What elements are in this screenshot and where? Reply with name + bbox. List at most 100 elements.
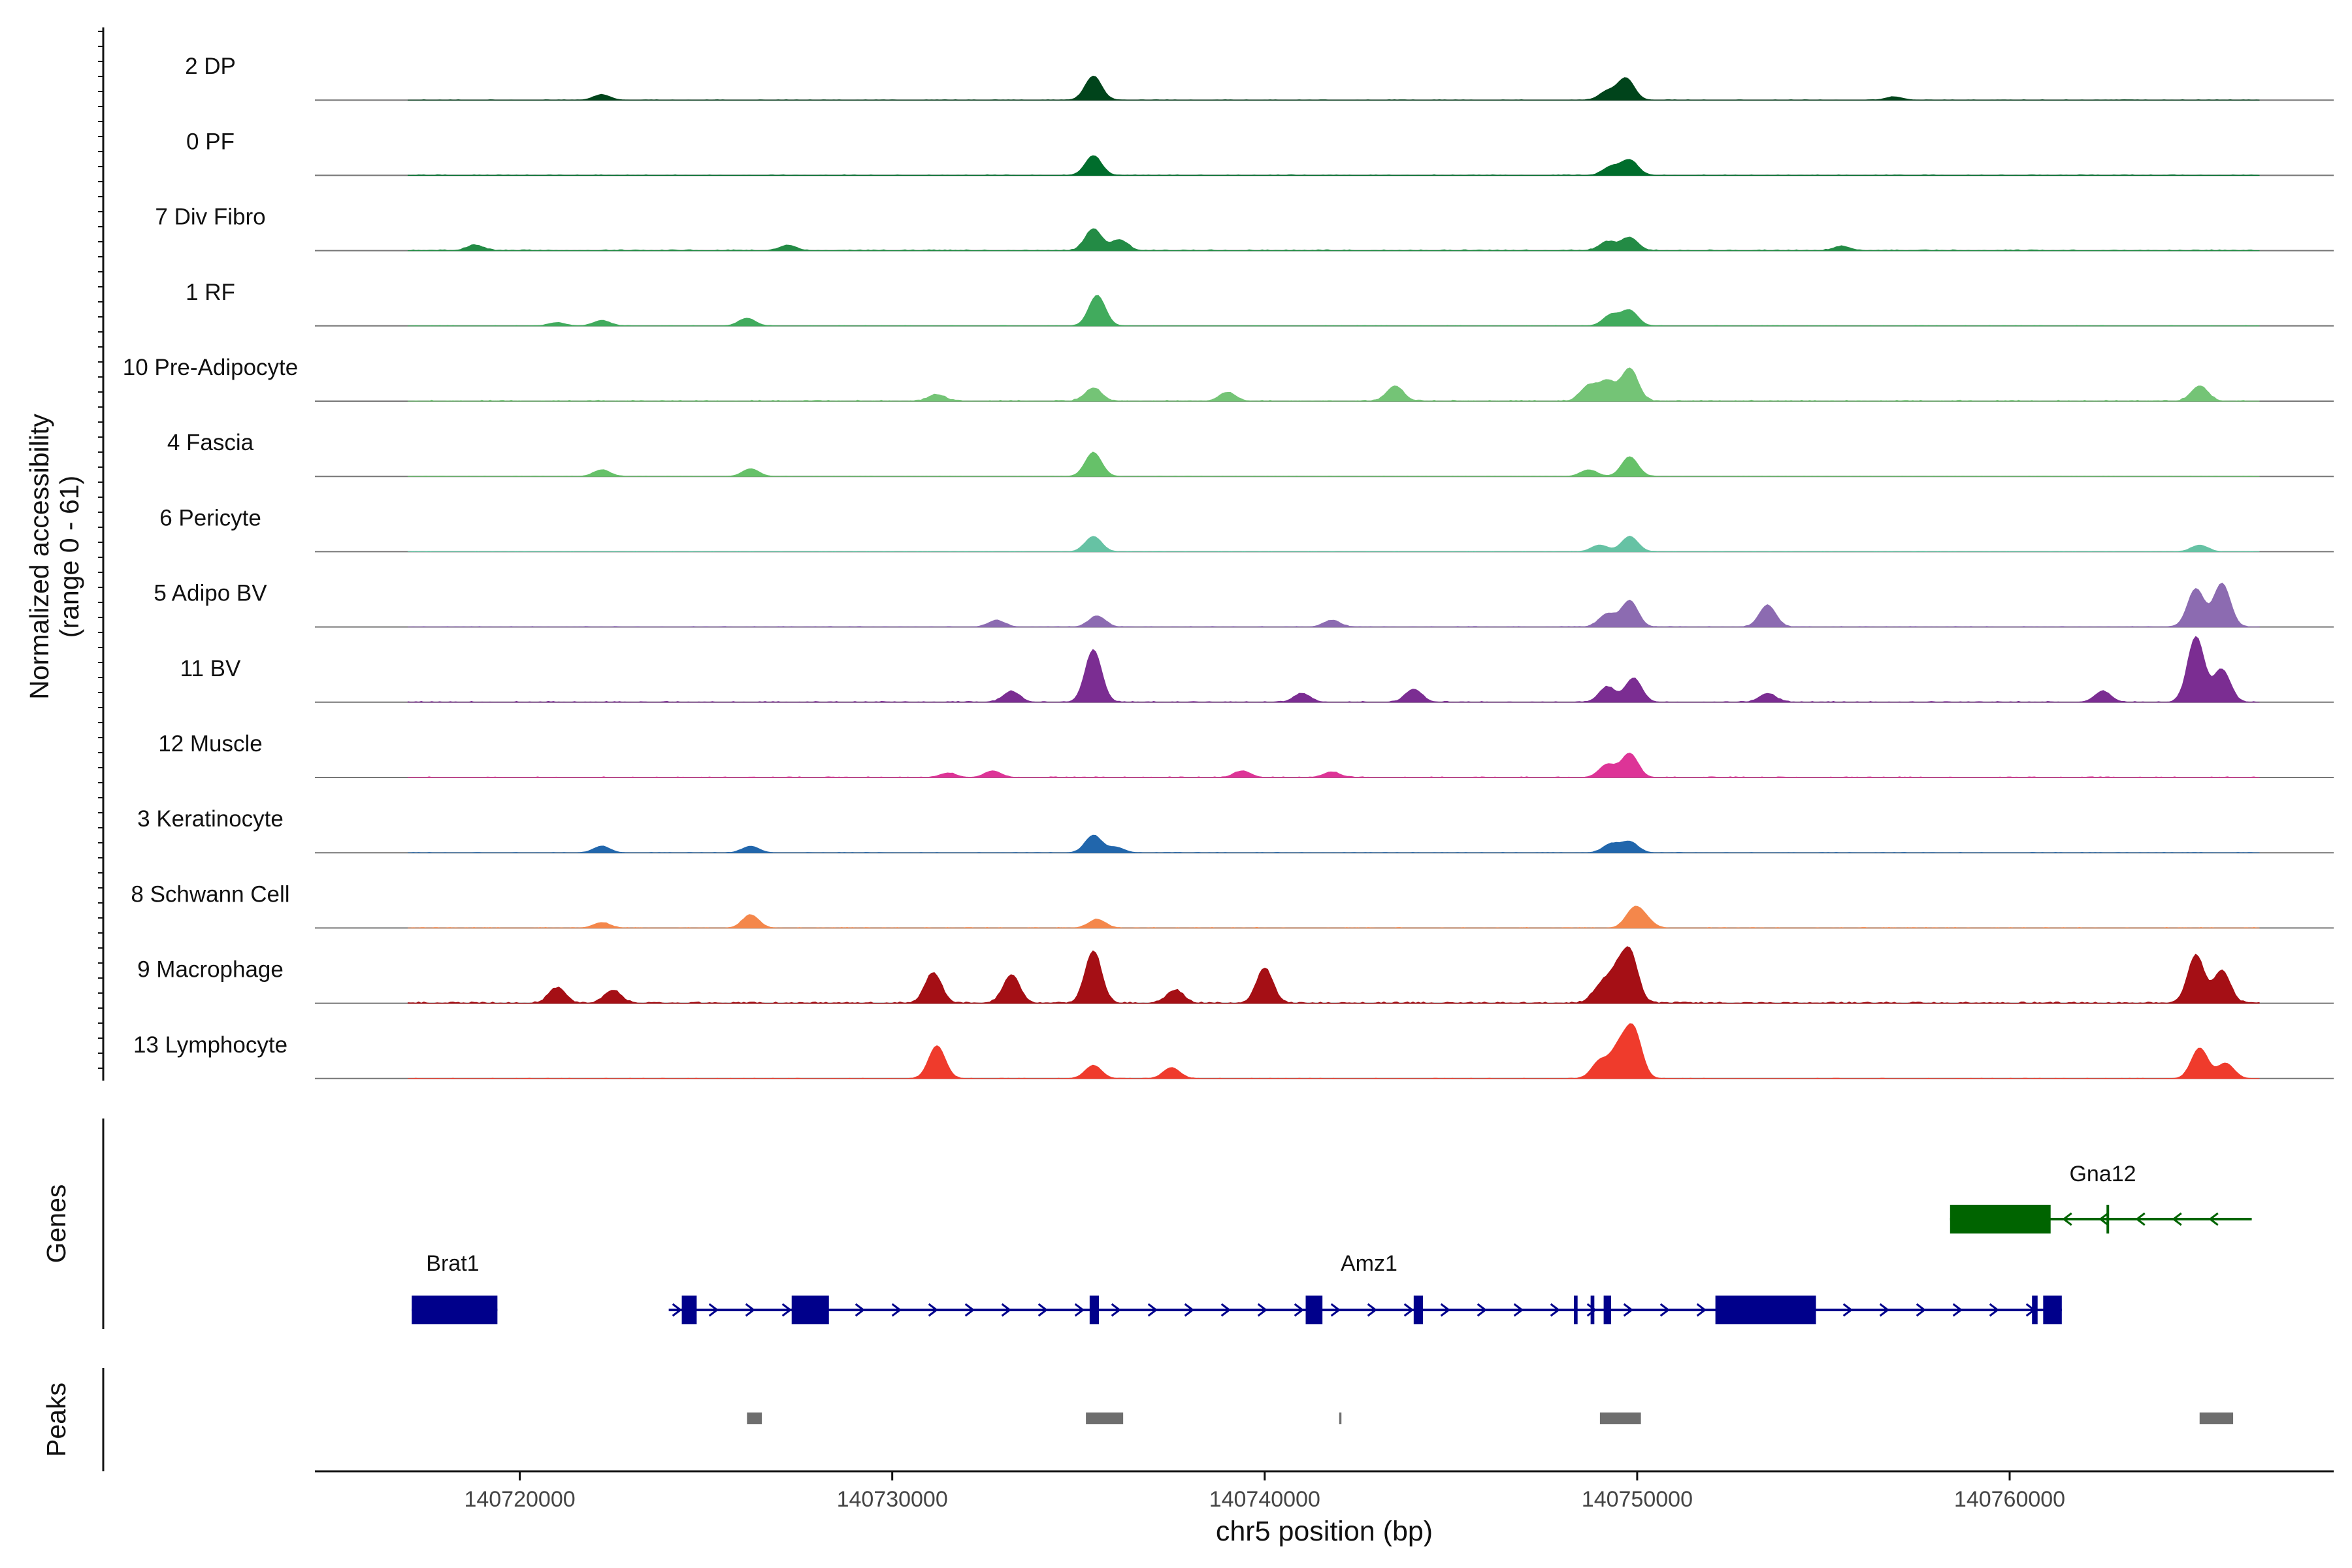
- peak-region: [2199, 1413, 2234, 1424]
- strand-chevron: [1659, 1303, 1671, 1317]
- strand-chevron: [1367, 1303, 1378, 1317]
- strand-chevron: [1879, 1303, 1890, 1317]
- strand-chevron: [1989, 1303, 2000, 1317]
- coverage-area: [407, 228, 2260, 252]
- gene-exon: [1715, 1296, 1816, 1324]
- peak-region: [747, 1413, 762, 1424]
- coverage-area: [407, 636, 2260, 703]
- strand-chevron: [928, 1303, 939, 1317]
- track-label: 0 PF: [186, 129, 235, 154]
- strand-chevron: [1074, 1303, 1085, 1317]
- track-3: 7 Div Fibro: [155, 204, 2334, 252]
- strand-chevron: [781, 1303, 792, 1317]
- strand-chevron: [1842, 1303, 1854, 1317]
- track-label: 7 Div Fibro: [155, 204, 265, 230]
- gene-exon: [791, 1296, 829, 1324]
- strand-chevron: [1477, 1303, 1488, 1317]
- strand-chevron: [1586, 1303, 1597, 1317]
- peak-regions: [747, 1413, 2234, 1424]
- peak-region: [1599, 1413, 1641, 1424]
- strand-chevron: [1220, 1303, 1232, 1317]
- track-label: 3 Keratinocyte: [137, 806, 284, 832]
- strand-chevron: [1550, 1303, 1561, 1317]
- strand-chevron: [1696, 1303, 1707, 1317]
- track-14: 13 Lymphocyte: [133, 1023, 2334, 1079]
- coverage-area: [407, 155, 2260, 176]
- track-label: 12 Muscle: [158, 731, 263, 757]
- gene-exon: [2106, 1205, 2110, 1233]
- gene-label: Gna12: [2069, 1162, 2136, 1186]
- track-label: 13 Lymphocyte: [133, 1032, 287, 1058]
- strand-chevron: [1916, 1303, 1927, 1317]
- strand-chevron: [1001, 1303, 1012, 1317]
- strand-chevron: [708, 1303, 719, 1317]
- coverage-area: [407, 753, 2260, 778]
- genes-label: Genes: [41, 1184, 71, 1264]
- coverage-area: [407, 367, 2260, 402]
- track-2: 0 PF: [186, 129, 2334, 176]
- x-axis-title: chr5 position (bp): [1216, 1516, 1433, 1547]
- coverage-area: [407, 906, 2260, 928]
- coverage-area: [407, 834, 2260, 853]
- coverage-area: [407, 451, 2260, 477]
- strand-chevron: [891, 1303, 902, 1317]
- coverage-area: [407, 295, 2260, 327]
- strand-chevron: [1111, 1303, 1122, 1317]
- strand-chevron: [1403, 1303, 1414, 1317]
- gene-exon: [1305, 1296, 1323, 1324]
- coverage-area: [407, 946, 2260, 1004]
- strand-chevron: [2172, 1212, 2182, 1226]
- left-axis: [98, 27, 105, 1081]
- strand-chevron: [1623, 1303, 1634, 1317]
- strand-chevron: [2135, 1212, 2146, 1226]
- track-5: 10 Pre-Adipocyte: [123, 355, 2334, 402]
- strand-chevron: [1440, 1303, 1451, 1317]
- x-tick-label: 140720000: [464, 1487, 575, 1512]
- strand-chevron: [1294, 1303, 1305, 1317]
- gene-exon: [1089, 1296, 1100, 1324]
- coverage-area: [407, 1023, 2260, 1079]
- coverage-area: [407, 582, 2260, 628]
- strand-chevron: [1513, 1303, 1524, 1317]
- track-12: 8 Schwann Cell: [131, 881, 2334, 929]
- coverage-area: [407, 536, 2260, 552]
- track-1: 2 DP: [185, 54, 2334, 101]
- peak-region: [1086, 1413, 1124, 1424]
- gene-exon: [2032, 1296, 2038, 1324]
- x-tick-label: 140740000: [1209, 1487, 1320, 1512]
- track-6: 4 Fascia: [167, 430, 2334, 478]
- y-axis-range: (range 0 - 61): [54, 476, 84, 638]
- gene-exon: [1413, 1296, 1424, 1324]
- x-tick-label: 140760000: [1954, 1487, 2065, 1512]
- peaks-label: Peaks: [41, 1382, 71, 1457]
- track-label: 4 Fascia: [167, 430, 254, 455]
- strand-chevron: [672, 1303, 683, 1317]
- strand-chevron: [1184, 1303, 1195, 1317]
- y-axis-title: Normalized accessibility: [24, 414, 54, 700]
- gene-brat1: Brat1: [412, 1251, 498, 1324]
- track-10: 12 Muscle: [158, 731, 2334, 778]
- gene-exon: [412, 1296, 498, 1324]
- strand-chevron: [2062, 1212, 2072, 1226]
- track-label: 5 Adipo BV: [154, 581, 267, 606]
- strand-chevron: [745, 1303, 756, 1317]
- gene-label: Brat1: [426, 1251, 479, 1276]
- gene-exon: [1603, 1296, 1611, 1324]
- gene-gna12: Gna12: [1950, 1162, 2252, 1233]
- strand-chevron: [2208, 1212, 2219, 1226]
- gene-annotations: Brat1 Amz1 Gna12: [412, 1162, 2252, 1324]
- track-7: 6 Pericyte: [159, 505, 2334, 553]
- gene-exon: [1590, 1296, 1595, 1324]
- track-label: 11 BV: [180, 656, 241, 681]
- gene-amz1: Amz1: [668, 1251, 2062, 1324]
- gene-exon: [681, 1296, 697, 1324]
- coverage-area: [407, 75, 2260, 101]
- track-4: 1 RF: [186, 280, 2334, 327]
- gene-label: Amz1: [1341, 1251, 1397, 1276]
- track-label: 10 Pre-Adipocyte: [123, 355, 298, 380]
- peak-region: [1339, 1413, 1342, 1424]
- track-11: 3 Keratinocyte: [137, 806, 2334, 854]
- gene-exon: [1573, 1296, 1578, 1324]
- coverage-tracks: 2 DP 0 PF 7 Div Fibro 1 RF 10 Pre-Adipocyte 4…: [123, 54, 2334, 1079]
